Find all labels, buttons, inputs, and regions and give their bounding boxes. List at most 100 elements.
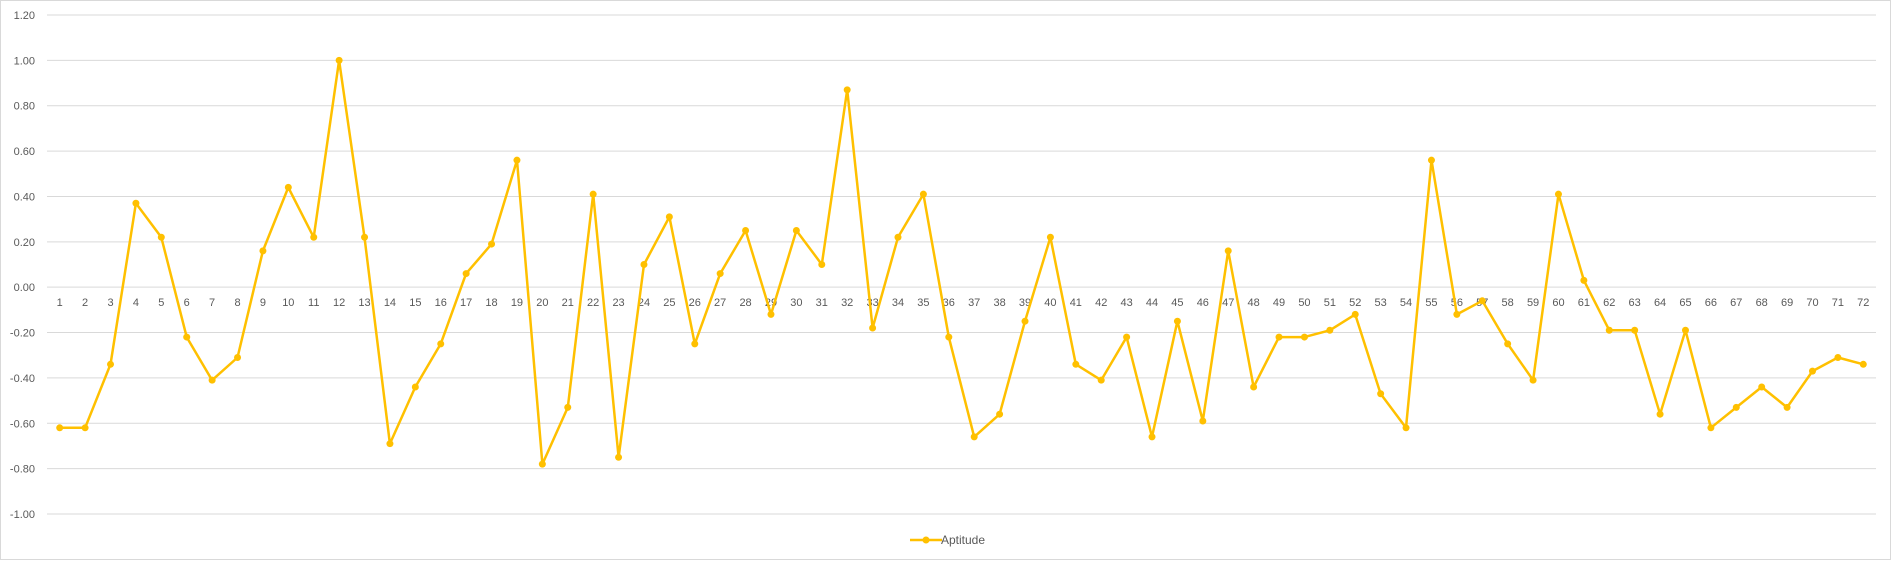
- y-tick-label: 1.00: [14, 55, 35, 67]
- data-point[interactable]: [1072, 360, 1080, 368]
- x-tick-label: 13: [358, 297, 370, 309]
- x-tick-label: 30: [790, 297, 802, 309]
- x-tick-label: 34: [892, 297, 904, 309]
- x-tick-label: 19: [511, 297, 523, 309]
- data-point[interactable]: [1021, 317, 1029, 325]
- series-group: [56, 56, 1867, 468]
- data-point[interactable]: [1808, 367, 1816, 375]
- data-point[interactable]: [1732, 403, 1740, 411]
- data-point[interactable]: [1681, 326, 1689, 334]
- data-point[interactable]: [1478, 297, 1486, 305]
- data-point[interactable]: [1250, 383, 1258, 391]
- legend-swatch-marker: [922, 536, 930, 544]
- x-tick-label: 1: [57, 297, 63, 309]
- data-point[interactable]: [843, 86, 851, 94]
- data-point[interactable]: [1707, 424, 1715, 432]
- data-point[interactable]: [56, 424, 64, 432]
- data-point[interactable]: [1580, 276, 1588, 284]
- x-tick-label: 25: [663, 297, 675, 309]
- data-point[interactable]: [1758, 383, 1766, 391]
- x-tick-label: 48: [1248, 297, 1260, 309]
- data-point[interactable]: [437, 340, 445, 348]
- data-point[interactable]: [310, 233, 318, 241]
- data-point[interactable]: [1859, 360, 1867, 368]
- data-point[interactable]: [1199, 417, 1207, 425]
- y-tick-label: 0.20: [14, 237, 35, 249]
- data-point[interactable]: [132, 199, 140, 207]
- data-point[interactable]: [234, 353, 242, 361]
- data-point[interactable]: [691, 340, 699, 348]
- data-point[interactable]: [1427, 156, 1435, 164]
- data-point[interactable]: [894, 233, 902, 241]
- data-point[interactable]: [1326, 326, 1334, 334]
- series-line-aptitude: [59, 59, 1864, 466]
- x-tick-label: 16: [435, 297, 447, 309]
- data-point[interactable]: [1046, 233, 1054, 241]
- data-point[interactable]: [1402, 424, 1410, 432]
- data-point[interactable]: [818, 261, 826, 268]
- data-point[interactable]: [208, 376, 216, 384]
- x-tick-label: 50: [1298, 297, 1310, 309]
- data-point[interactable]: [665, 213, 673, 221]
- data-point[interactable]: [1351, 310, 1359, 318]
- data-point[interactable]: [259, 247, 267, 255]
- x-tick-label: 32: [841, 297, 853, 309]
- data-point[interactable]: [157, 233, 165, 241]
- data-point[interactable]: [1377, 390, 1385, 398]
- data-point[interactable]: [335, 56, 343, 64]
- data-point[interactable]: [742, 226, 750, 234]
- legend[interactable]: Aptitude: [910, 533, 985, 547]
- data-point[interactable]: [1834, 353, 1842, 361]
- data-point[interactable]: [1300, 333, 1308, 341]
- data-point[interactable]: [716, 270, 724, 278]
- data-point[interactable]: [1097, 376, 1105, 384]
- data-point[interactable]: [1529, 376, 1537, 384]
- x-tick-label: 63: [1629, 297, 1641, 309]
- data-point[interactable]: [538, 460, 546, 468]
- x-tick-label: 54: [1400, 297, 1412, 309]
- data-point[interactable]: [361, 233, 369, 241]
- x-tick-label: 40: [1044, 297, 1056, 309]
- data-point[interactable]: [1275, 333, 1283, 341]
- data-point[interactable]: [107, 360, 115, 368]
- x-tick-label: 10: [282, 297, 294, 309]
- data-point[interactable]: [1554, 190, 1562, 198]
- data-point[interactable]: [996, 410, 1004, 418]
- data-point[interactable]: [564, 403, 572, 411]
- data-point[interactable]: [615, 453, 623, 461]
- data-point[interactable]: [488, 240, 496, 248]
- data-point[interactable]: [1148, 433, 1156, 441]
- data-point[interactable]: [386, 440, 394, 448]
- data-point[interactable]: [640, 261, 648, 268]
- data-point[interactable]: [1783, 403, 1791, 411]
- data-point[interactable]: [1453, 310, 1461, 318]
- x-tick-label: 23: [612, 297, 624, 309]
- data-point[interactable]: [869, 324, 877, 332]
- data-point[interactable]: [411, 383, 419, 391]
- data-point[interactable]: [1631, 326, 1639, 334]
- data-point[interactable]: [183, 333, 191, 341]
- data-point[interactable]: [767, 310, 775, 318]
- data-point[interactable]: [589, 190, 597, 198]
- data-point[interactable]: [462, 270, 470, 278]
- x-tick-label: 28: [739, 297, 751, 309]
- x-tick-label: 46: [1197, 297, 1209, 309]
- x-tick-label: 58: [1502, 297, 1514, 309]
- x-tick-label: 65: [1679, 297, 1691, 309]
- data-point[interactable]: [1656, 410, 1664, 418]
- data-point[interactable]: [792, 226, 800, 234]
- data-point[interactable]: [1504, 340, 1512, 348]
- data-point[interactable]: [970, 433, 978, 441]
- x-tick-label: 26: [689, 297, 701, 309]
- data-point[interactable]: [284, 183, 292, 191]
- x-tick-label: 36: [943, 297, 955, 309]
- data-point[interactable]: [81, 424, 89, 432]
- data-point[interactable]: [919, 190, 927, 198]
- data-point[interactable]: [513, 156, 521, 164]
- data-point[interactable]: [945, 333, 953, 341]
- data-point[interactable]: [1123, 333, 1131, 341]
- x-tick-label: 24: [638, 297, 650, 309]
- data-point[interactable]: [1173, 317, 1181, 325]
- data-point[interactable]: [1224, 247, 1232, 255]
- data-point[interactable]: [1605, 326, 1613, 334]
